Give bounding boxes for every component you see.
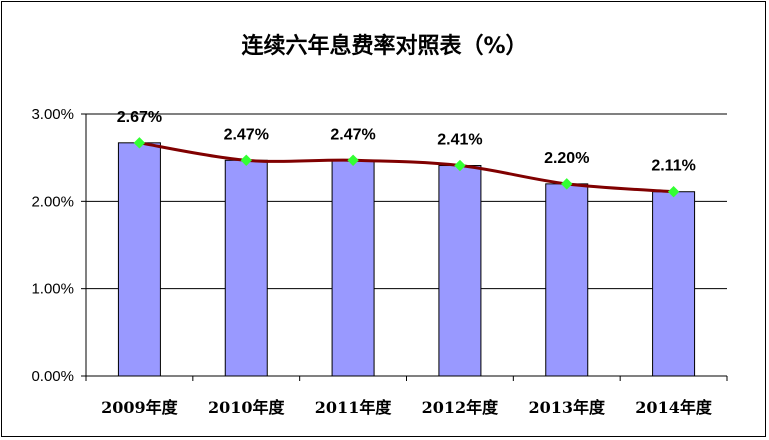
- data-label: 2.67%: [117, 109, 162, 126]
- y-tick-label: 3.00%: [31, 106, 74, 123]
- bar: [331, 159, 375, 377]
- bar-series: [117, 142, 696, 377]
- trend-line: [139, 141, 674, 194]
- x-tick-label: 2013年度: [528, 398, 606, 417]
- data-point-marker: [347, 154, 359, 166]
- x-axis: 2009年度 2010年度 2011年度 2012年度 2013年度 2014年度: [85, 375, 728, 417]
- data-label: 2.11%: [651, 158, 695, 175]
- data-label: 2.20%: [544, 150, 589, 167]
- data-label: 2.47%: [224, 126, 269, 143]
- y-tick-label: 1.00%: [31, 281, 74, 298]
- x-tick-label: 2012年度: [422, 398, 500, 417]
- bar: [652, 191, 696, 377]
- marker-series: [133, 137, 680, 198]
- x-tick-label: 2014年度: [635, 398, 713, 417]
- series-line: [139, 141, 674, 194]
- gridlines: [86, 113, 727, 290]
- chart-title: 连续六年息费率对照表（%）: [241, 34, 528, 59]
- x-tick-label: 2009年度: [101, 398, 179, 417]
- y-axis: 0.00% 1.00% 2.00% 3.00%: [31, 106, 87, 385]
- y-tick-label: 2.00%: [31, 193, 74, 210]
- data-label: 2.47%: [330, 126, 375, 143]
- bar: [438, 165, 482, 377]
- data-point-marker: [561, 178, 573, 190]
- data-label: 2.41%: [437, 132, 482, 149]
- data-point-marker: [454, 159, 466, 172]
- bar: [117, 142, 161, 377]
- x-tick-label: 2011年度: [315, 398, 393, 417]
- data-point-marker: [240, 154, 252, 166]
- data-point-marker: [667, 186, 680, 198]
- data-labels: 2.67% 2.47% 2.47% 2.41% 2.20% 2.11%: [117, 109, 696, 175]
- y-tick-label: 0.00%: [31, 368, 74, 385]
- bar: [224, 159, 268, 377]
- bar: [545, 183, 589, 377]
- data-point-marker: [133, 137, 146, 149]
- x-tick-label: 2010年度: [208, 398, 286, 417]
